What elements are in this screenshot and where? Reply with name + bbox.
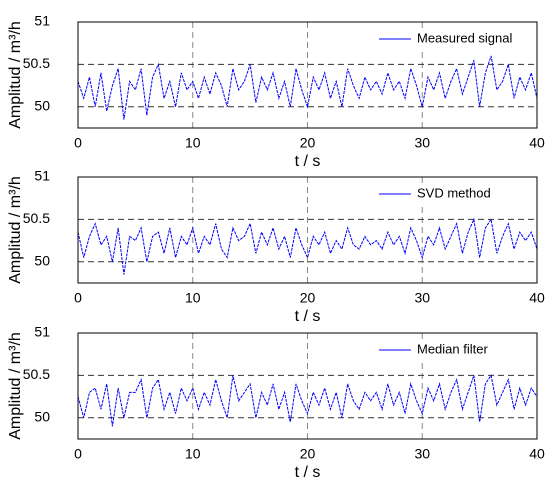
x-axis-label: t / s bbox=[295, 153, 321, 170]
x-tick-label: 0 bbox=[74, 135, 82, 151]
x-tick-label: 20 bbox=[300, 290, 316, 306]
subplot: 0 10 20 30 40 50 50.5 51 SVD method t / s Amplitud… bbox=[7, 168, 545, 326]
x-tick-label: 30 bbox=[414, 135, 430, 151]
x-tick-label: 30 bbox=[414, 290, 430, 306]
legend-label: Median filter bbox=[417, 341, 488, 356]
plot-frame bbox=[77, 21, 538, 129]
x-tick-label: 40 bbox=[529, 290, 545, 306]
legend-box bbox=[367, 185, 533, 203]
subplot: 0 10 20 30 40 50 50.5 51 Median filter t / s Ampli… bbox=[7, 324, 545, 482]
subplot: 0 10 20 30 40 50 50.5 51 Measured signal t / s Amp… bbox=[7, 13, 545, 171]
plot-frame bbox=[77, 332, 538, 440]
x-tick-label: 40 bbox=[529, 135, 545, 151]
legend-box bbox=[367, 341, 533, 359]
y-tick-label: 50 bbox=[34, 253, 50, 269]
x-tick-label: 10 bbox=[185, 446, 201, 462]
x-tick-label: 40 bbox=[529, 446, 545, 462]
plot-frame bbox=[77, 176, 538, 284]
x-axis-label: t / s bbox=[295, 464, 321, 481]
x-tick-label: 0 bbox=[74, 446, 82, 462]
data-line bbox=[77, 374, 538, 427]
y-tick-label: 51 bbox=[34, 324, 50, 340]
data-line bbox=[77, 217, 538, 275]
legend-box bbox=[367, 30, 533, 48]
x-tick-label: 30 bbox=[414, 446, 430, 462]
y-tick-label: 51 bbox=[34, 13, 50, 29]
x-axis-label: t / s bbox=[295, 308, 321, 325]
y-axis-label: Amplitud / m³/h bbox=[7, 21, 24, 129]
y-tick-label: 50.5 bbox=[23, 55, 50, 71]
y-tick-label: 50.5 bbox=[23, 366, 50, 382]
y-tick-label: 50 bbox=[34, 98, 50, 114]
legend-label: Measured signal bbox=[417, 30, 512, 45]
x-tick-label: 20 bbox=[300, 135, 316, 151]
y-axis-label: Amplitud / m³/h bbox=[7, 176, 24, 284]
y-tick-label: 50.5 bbox=[23, 210, 50, 226]
y-tick-label: 50 bbox=[34, 409, 50, 425]
y-tick-label: 51 bbox=[34, 168, 50, 184]
x-tick-label: 0 bbox=[74, 290, 82, 306]
y-axis-label: Amplitud / m³/h bbox=[7, 332, 24, 440]
x-tick-label: 10 bbox=[185, 135, 201, 151]
data-line bbox=[77, 55, 538, 120]
legend-label: SVD method bbox=[417, 185, 491, 200]
x-tick-label: 10 bbox=[185, 290, 201, 306]
x-tick-label: 20 bbox=[300, 446, 316, 462]
